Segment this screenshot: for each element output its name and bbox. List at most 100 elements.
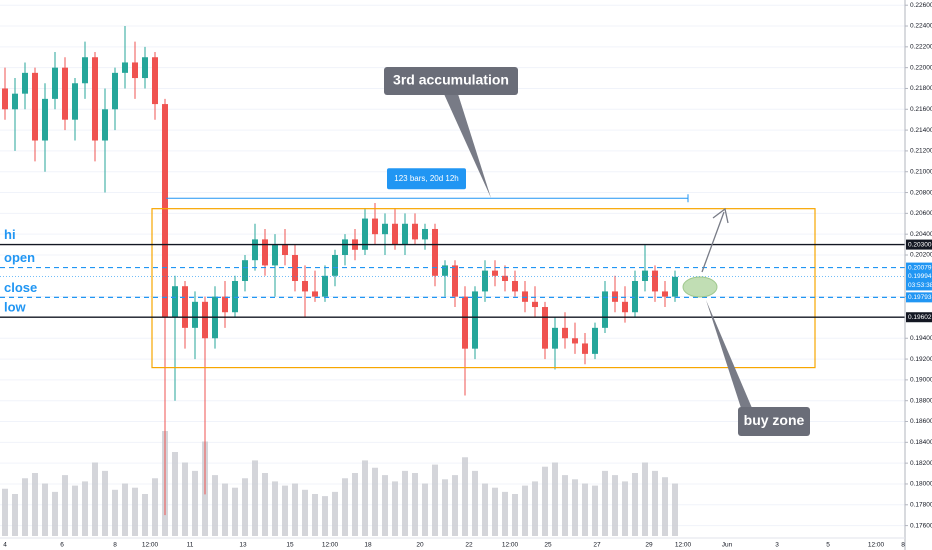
- candle-body: [462, 296, 468, 349]
- volume-bar: [612, 475, 618, 536]
- volume-bar: [272, 481, 278, 536]
- volume-bar: [82, 481, 88, 536]
- measure-box: [387, 168, 466, 190]
- volume-bar: [32, 473, 38, 536]
- y-tick-label: 0.20800: [910, 189, 932, 196]
- volume-bar: [632, 473, 638, 536]
- y-tick-label: 0.20200: [910, 252, 932, 259]
- volume-bar: [122, 483, 128, 536]
- y-tick-label: 0.22000: [910, 64, 932, 71]
- candle-body: [432, 228, 438, 276]
- callout-text: 3rd accumulation: [393, 72, 509, 88]
- volume-bar: [182, 462, 188, 536]
- candle-body: [202, 301, 208, 339]
- callout-pointer: [444, 94, 491, 198]
- volume-bar: [492, 487, 498, 536]
- volume-bar: [672, 483, 678, 536]
- volume-bar: [332, 491, 338, 536]
- candle-body: [602, 291, 608, 328]
- candle-body: [672, 276, 678, 297]
- candle-body: [182, 286, 188, 328]
- volume-bar: [472, 470, 478, 536]
- volume-bar: [582, 483, 588, 536]
- x-tick-label: 11: [187, 542, 194, 549]
- candle-body: [332, 254, 338, 276]
- volume-bar: [602, 470, 608, 536]
- volume-bar: [112, 489, 118, 536]
- x-tick-label: 3: [775, 542, 779, 549]
- candle-body: [522, 291, 528, 302]
- volume-bar: [132, 487, 138, 536]
- price-label-box: [906, 312, 932, 323]
- price-label: 0.20300: [908, 241, 932, 248]
- price-label-box: [906, 292, 932, 303]
- candle-body: [62, 67, 68, 120]
- y-tick-label: 0.22200: [910, 44, 932, 51]
- candle-body: [452, 265, 458, 297]
- volume-bar: [172, 452, 178, 536]
- volume-bar: [642, 462, 648, 536]
- volume-bar: [302, 489, 308, 536]
- price-label: 0.20079: [908, 264, 932, 271]
- y-tick-label: 0.21000: [910, 168, 932, 175]
- y-tick-label: 0.20600: [910, 210, 932, 217]
- candle-body: [252, 239, 258, 261]
- candle-body: [292, 254, 298, 282]
- y-tick-label: 0.18200: [910, 460, 932, 467]
- candle-body: [162, 104, 168, 318]
- y-tick-label: 0.21200: [910, 148, 932, 155]
- candle-body: [492, 270, 498, 276]
- candle-body: [52, 67, 58, 99]
- candle-body: [302, 281, 308, 292]
- range-box: [151, 208, 816, 369]
- x-tick-label: 6: [60, 542, 64, 549]
- volume-bar: [572, 479, 578, 536]
- candle-body: [592, 327, 598, 354]
- volume-bar: [592, 485, 598, 536]
- x-tick-label: 20: [416, 542, 424, 549]
- candle-body: [22, 72, 28, 94]
- candle-body: [262, 239, 268, 266]
- volume-bar: [72, 485, 78, 536]
- y-tick-label: 0.18000: [910, 481, 932, 488]
- volume-bar: [322, 496, 328, 536]
- candle-body: [632, 281, 638, 313]
- last-price-label: 0.19994: [908, 273, 932, 280]
- x-tick-label: 12:00: [868, 542, 885, 549]
- volume-pane: [2, 431, 678, 536]
- candle-body: [582, 343, 588, 354]
- volume-bar: [2, 488, 8, 536]
- volume-bar: [532, 481, 538, 536]
- candle-body: [342, 239, 348, 255]
- candle-body: [372, 218, 378, 235]
- candle-body: [32, 72, 38, 141]
- volume-bar: [552, 462, 558, 536]
- x-tick-label: 8: [113, 542, 117, 549]
- target-arrowhead: [712, 207, 729, 224]
- candle-body: [242, 260, 248, 282]
- candle-body: [132, 62, 138, 79]
- volume-bar: [242, 478, 248, 536]
- volume-bar: [402, 470, 408, 536]
- volume-bar: [512, 494, 518, 536]
- volume-bar: [432, 464, 438, 536]
- candle-body: [232, 281, 238, 313]
- volume-bar: [362, 460, 368, 536]
- candle-body: [502, 275, 508, 282]
- y-tick-label: 0.18800: [910, 397, 932, 404]
- candle-body: [392, 223, 398, 245]
- level-name: low: [4, 300, 27, 315]
- y-tick-label: 0.21600: [910, 106, 932, 113]
- volume-bar: [342, 478, 348, 536]
- candle-body: [622, 301, 628, 313]
- candle-body: [572, 338, 578, 344]
- volume-bar: [292, 483, 298, 536]
- y-tick-label: 0.21400: [910, 127, 932, 134]
- volume-bar: [392, 481, 398, 536]
- volume-bar: [662, 477, 668, 536]
- volume-bar: [152, 478, 158, 536]
- level-name: open: [4, 250, 35, 265]
- volume-bar: [282, 485, 288, 536]
- candle-body: [652, 270, 658, 292]
